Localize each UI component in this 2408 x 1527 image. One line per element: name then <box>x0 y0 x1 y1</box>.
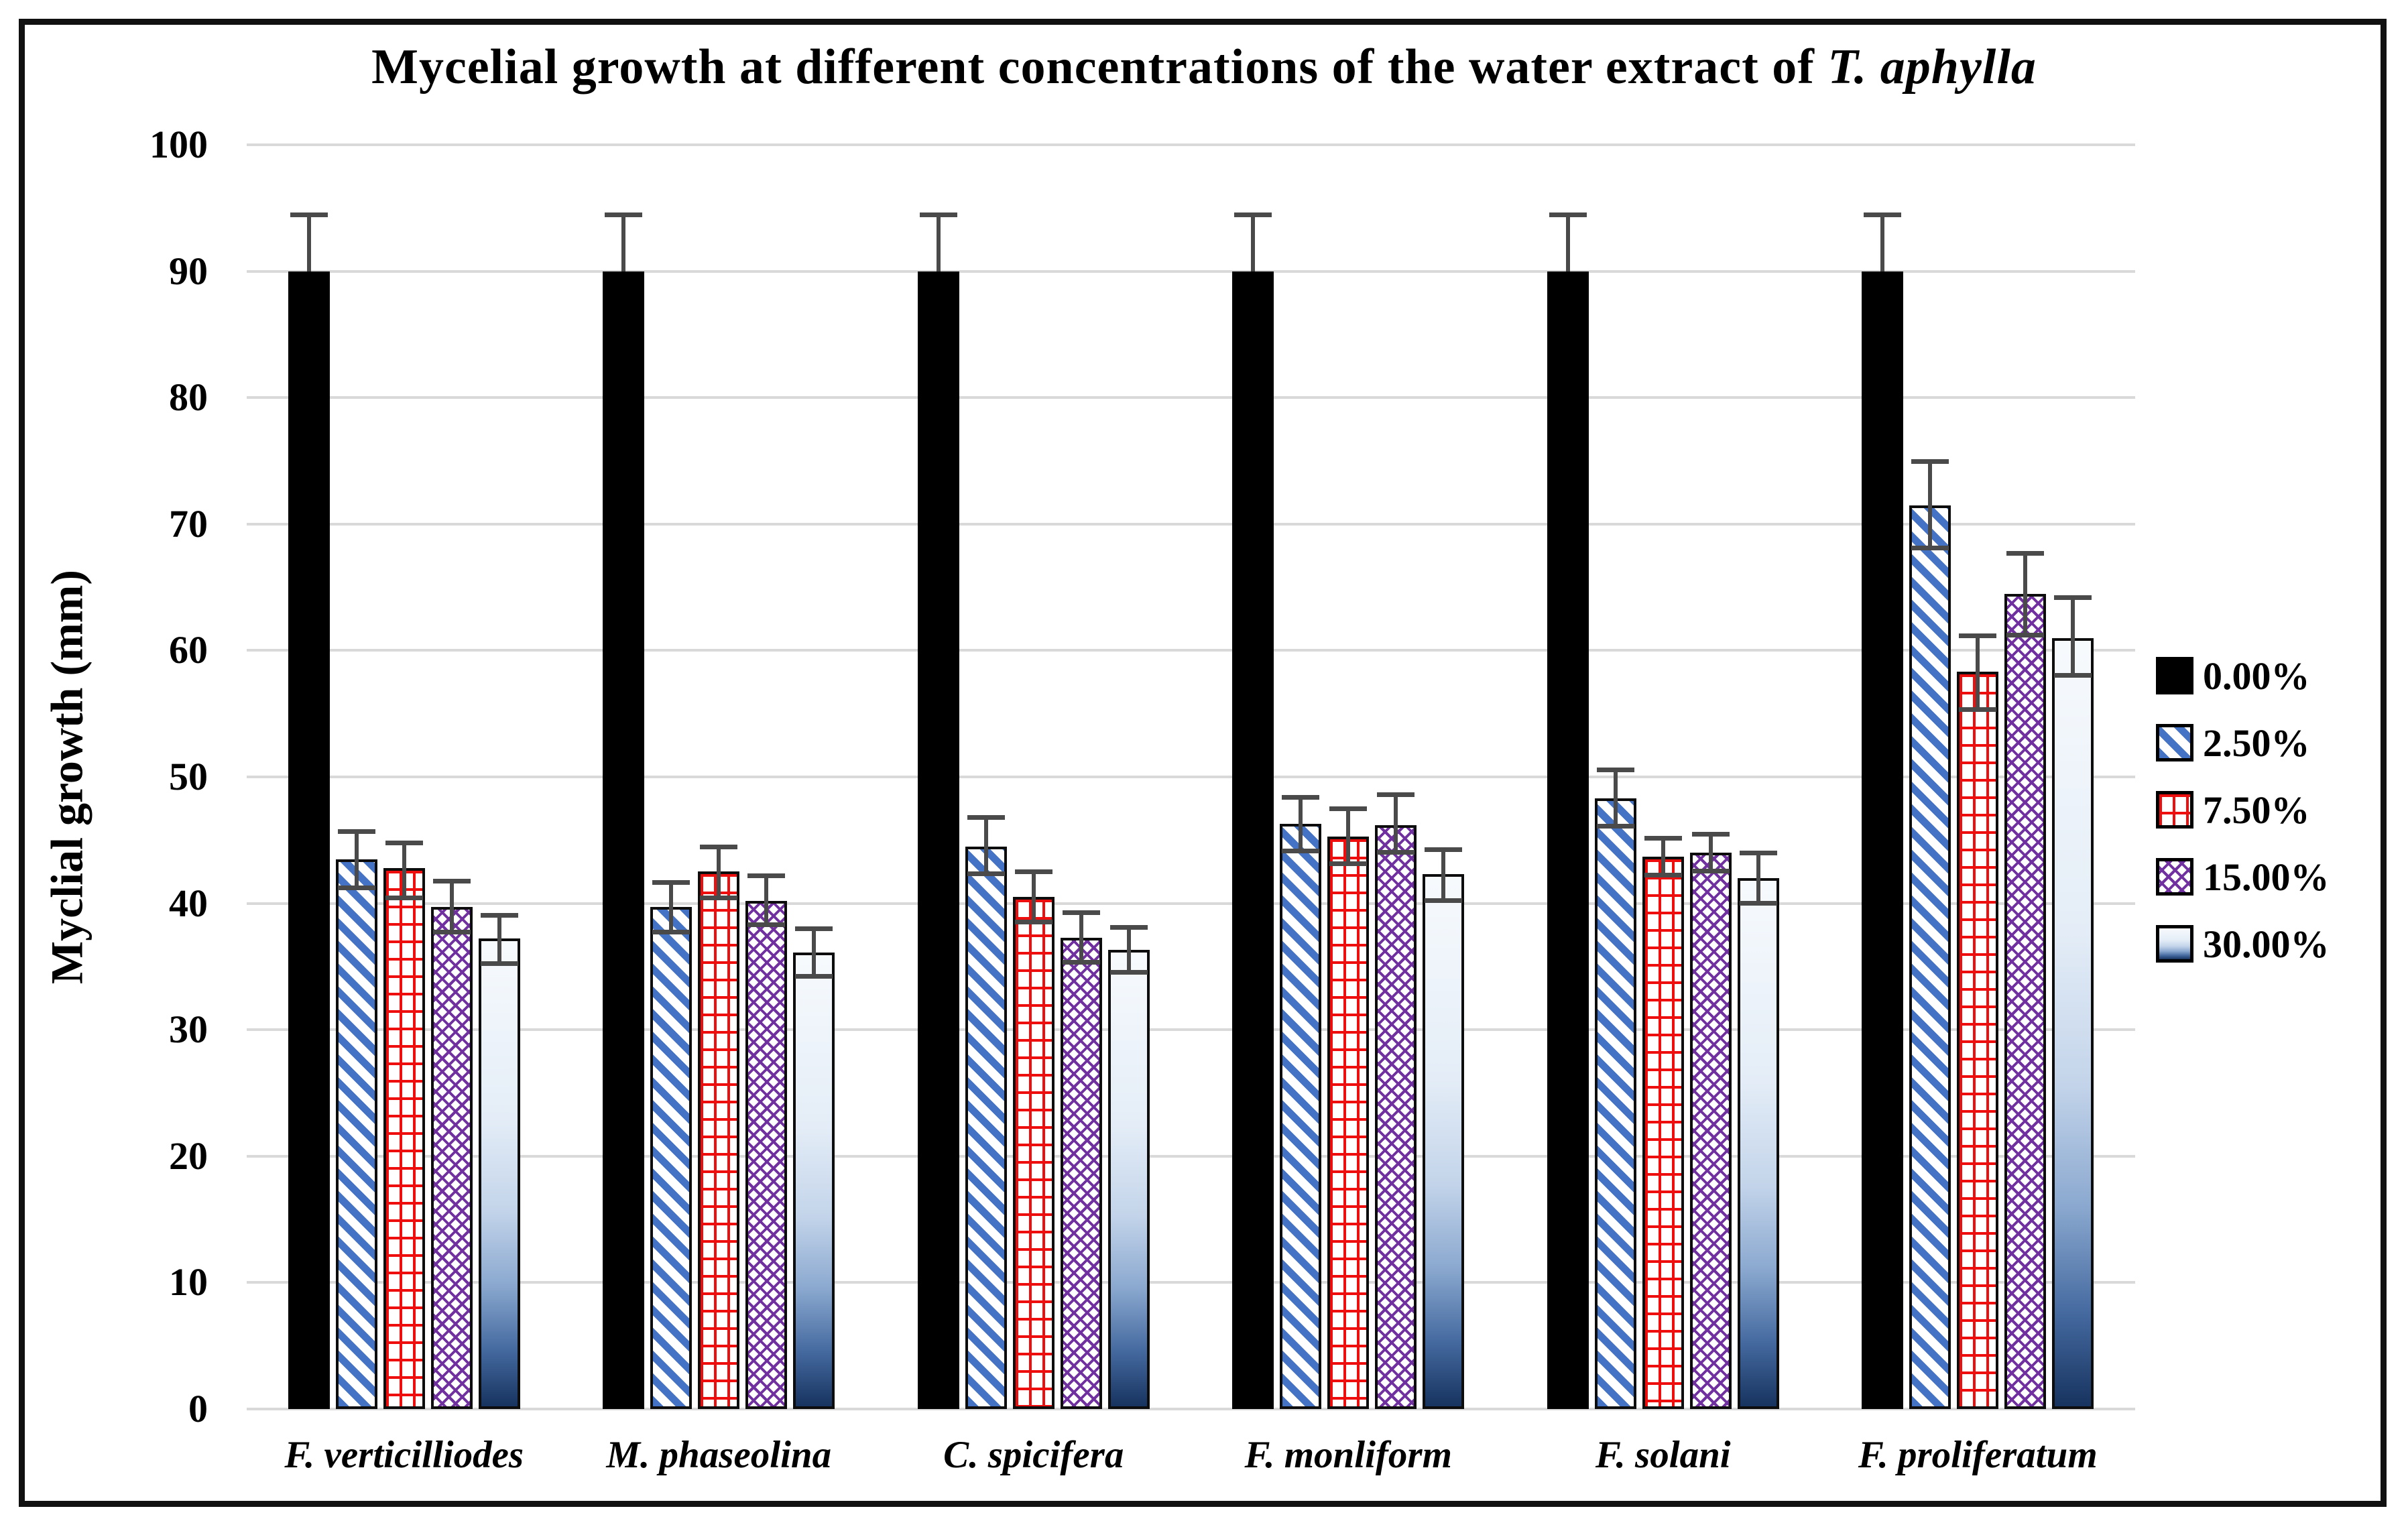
bar-7.50%-F. verticilliodes <box>383 867 425 1409</box>
legend-label: 2.50% <box>2203 721 2310 765</box>
bar-0.00%-M. phaseolina <box>603 271 645 1409</box>
bar-7.50%-F. proliferatum <box>1957 672 1999 1409</box>
bar-30.00%-F. verticilliodes <box>478 938 520 1409</box>
gridline <box>247 269 2135 273</box>
y-tick-label: 20 <box>169 1134 208 1178</box>
bar-30.00%-M. phaseolina <box>793 953 835 1409</box>
gridline <box>247 776 2135 778</box>
chart-title-main: Mycelial growth at different concentrati… <box>371 40 1828 95</box>
gridline <box>247 1028 2135 1032</box>
bar-2.50%-F. monliform <box>1280 823 1322 1409</box>
bar-7.50%-F. solani <box>1642 856 1684 1409</box>
y-tick-label: 80 <box>169 375 208 420</box>
bar-2.50%-F. proliferatum <box>1909 505 1951 1409</box>
y-tick-label: 60 <box>169 628 208 672</box>
gridline <box>247 522 2135 526</box>
bar-7.50%-C. spicifera <box>1012 897 1055 1409</box>
x-category-label: F. verticilliodes <box>284 1434 524 1476</box>
x-category-label: C. spicifera <box>943 1434 1124 1476</box>
bar-30.00%-C. spicifera <box>1107 950 1150 1409</box>
bar-7.50%-M. phaseolina <box>698 871 740 1409</box>
bar-15.00%-C. spicifera <box>1060 937 1102 1409</box>
y-axis-tick-labels: 0 10 20 30 40 50 60 70 80 90 100 <box>0 123 228 1430</box>
gridline <box>247 902 2135 905</box>
bar-30.00%-F. proliferatum <box>2052 637 2094 1409</box>
plot-area <box>247 143 2135 1410</box>
y-tick-label: 40 <box>169 881 208 925</box>
bar-2.50%-C. spicifera <box>965 846 1007 1409</box>
bar-30.00%-F. solani <box>1737 877 1779 1409</box>
bar-2.50%-F. solani <box>1594 798 1636 1409</box>
legend-label: 30.00% <box>2203 922 2330 966</box>
y-tick-label: 90 <box>169 249 208 293</box>
legend-swatch-blue-gradient <box>2156 925 2193 963</box>
legend-item: 2.50% <box>2156 721 2330 765</box>
legend-label: 0.00% <box>2203 654 2310 698</box>
gridline <box>247 1154 2135 1158</box>
bar-15.00%-M. phaseolina <box>745 900 788 1409</box>
x-category-label: F. monliform <box>1244 1434 1452 1476</box>
y-tick-label: 50 <box>169 755 208 798</box>
bar-0.00%-F. monliform <box>1232 271 1274 1409</box>
gridline <box>247 396 2135 400</box>
gridline <box>247 143 2135 146</box>
legend-item: 0.00% <box>2156 654 2330 698</box>
y-tick-label: 0 <box>188 1387 208 1430</box>
x-category-label: F. solani <box>1595 1434 1731 1476</box>
bar-30.00%-F. monliform <box>1423 874 1465 1409</box>
legend-swatch-purple-lattice <box>2156 858 2193 896</box>
legend-item: 7.50% <box>2156 788 2330 832</box>
bar-7.50%-F. monliform <box>1327 836 1370 1409</box>
bar-15.00%-F. solani <box>1689 853 1732 1409</box>
legend-label: 7.50% <box>2203 788 2310 832</box>
x-category-label: F. proliferatum <box>1858 1434 2098 1476</box>
gridline <box>247 1281 2135 1284</box>
y-tick-label: 100 <box>149 123 208 166</box>
bar-15.00%-F. proliferatum <box>2004 593 2047 1409</box>
bar-0.00%-F. verticilliodes <box>288 271 330 1409</box>
y-tick-label: 70 <box>169 501 208 546</box>
bar-2.50%-F. verticilliodes <box>335 859 377 1409</box>
bar-0.00%-F. proliferatum <box>1862 271 1904 1409</box>
bar-15.00%-F. monliform <box>1375 824 1417 1409</box>
legend-label: 15.00% <box>2203 855 2330 899</box>
legend-swatch-blue-diagonal-stripes <box>2156 724 2193 761</box>
bar-0.00%-C. spicifera <box>917 271 959 1409</box>
y-tick-label: 30 <box>169 1007 208 1052</box>
chart-title: Mycelial growth at different concentrati… <box>0 39 2408 96</box>
bar-15.00%-F. verticilliodes <box>430 907 473 1409</box>
legend-swatch-red-bricks <box>2156 791 2193 829</box>
x-axis-line <box>247 1408 2135 1410</box>
bar-2.50%-M. phaseolina <box>650 907 693 1409</box>
legend-swatch-solid-black <box>2156 657 2193 694</box>
x-category-label: M. phaseolina <box>606 1434 832 1476</box>
chart-title-species: T. aphylla <box>1827 40 2037 95</box>
legend-item: 30.00% <box>2156 922 2330 966</box>
legend: 0.00% 2.50% 7.50% 15.00% 30.00% <box>2156 654 2330 991</box>
bar-0.00%-F. solani <box>1547 271 1589 1409</box>
gridline <box>247 649 2135 652</box>
legend-item: 15.00% <box>2156 855 2330 899</box>
figure-border <box>19 19 2387 1507</box>
y-tick-label: 10 <box>169 1260 208 1304</box>
